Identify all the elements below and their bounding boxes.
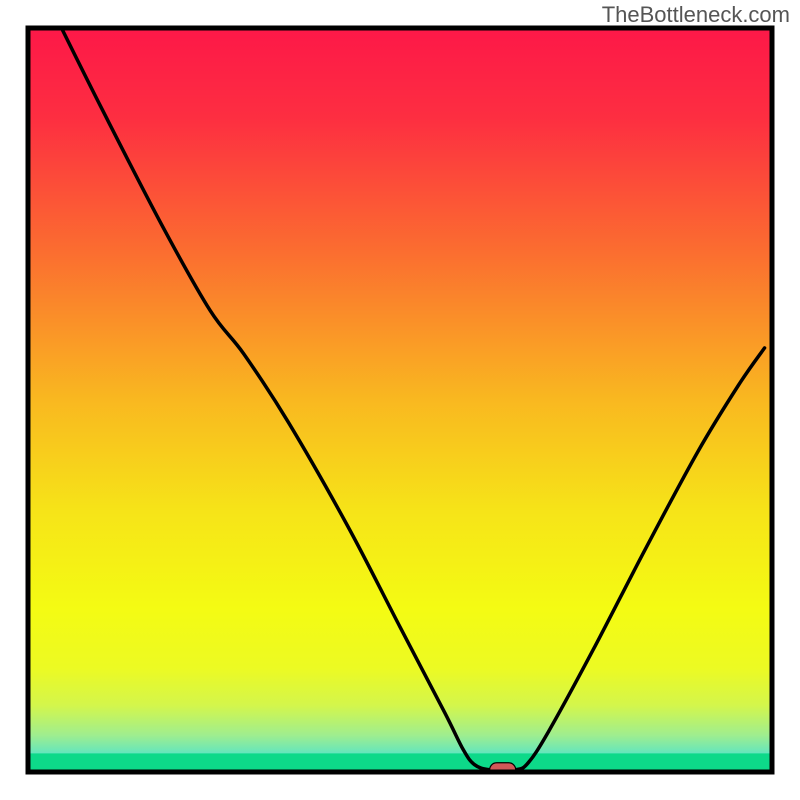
chart-green-band (28, 753, 772, 772)
chart-background-gradient (28, 28, 772, 772)
bottleneck-chart (0, 0, 800, 800)
watermark-text: TheBottleneck.com (602, 2, 790, 28)
chart-container: TheBottleneck.com (0, 0, 800, 800)
